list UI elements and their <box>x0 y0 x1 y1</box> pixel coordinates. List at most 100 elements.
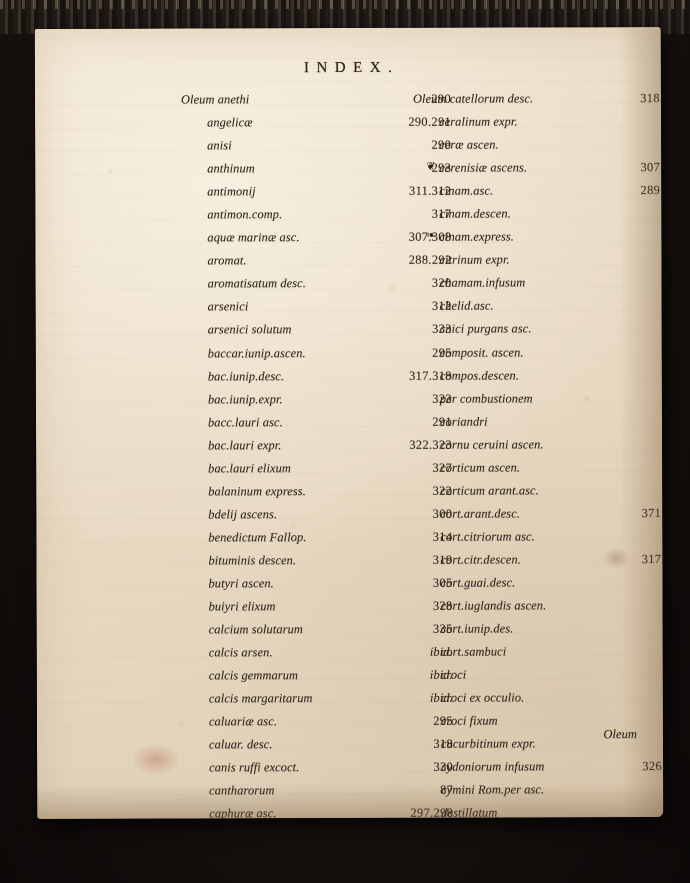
index-entry-label: calcium solutarum <box>208 622 303 637</box>
index-entry-page-number: ibid. <box>662 640 663 663</box>
index-entry-label: cort.citr.descen. <box>440 552 521 567</box>
catchword: Oleum <box>603 727 638 742</box>
index-entry-label: croci ex occulio. <box>440 690 525 705</box>
index-entry: per combustionem333 <box>414 387 663 411</box>
index-entry-label: cort.iunip.des. <box>440 621 514 636</box>
index-entry-page-number: 289.292 <box>640 183 664 198</box>
index-entry-label: buiyri elixum <box>208 599 276 614</box>
index-entry-page-number: 307.308 <box>640 160 664 175</box>
index-entry-label: cort.sambuci <box>440 644 507 659</box>
index-entry-label: angelicæ <box>207 115 253 130</box>
index-entry: aquæ marinæ asc. 307.308 <box>181 226 451 250</box>
index-entry-page-number: ibid. <box>661 479 663 502</box>
index-entry: aromatisatum desc. 320 <box>182 272 452 296</box>
index-entry: cinam.asc. 289.292 <box>413 179 663 203</box>
index-entry-label: benedictum Fallop. <box>208 530 307 545</box>
index-entry: ❦ cerenisiæ ascens. 307.308 <box>413 156 663 180</box>
index-entry: benedictum Fallop. 314 <box>182 526 452 550</box>
index-entry-label: anisi <box>207 138 232 153</box>
index-entry-label: calcis arsen. <box>208 645 273 660</box>
index-entry: cymini Rom.per asc.291 <box>415 778 663 802</box>
index-entry-label: bdelij ascens. <box>208 507 278 522</box>
index-entry: chelid.asc.304 <box>414 294 664 318</box>
index-entry: cantharorum 87 <box>183 779 453 803</box>
index-entry-label: cort.citriorum asc. <box>440 529 535 544</box>
index-entry: compos.descen.320 <box>414 364 663 388</box>
index-entry: cinam.descen.318 <box>413 202 663 226</box>
index-entry: cort.guai.desc.317 <box>414 571 663 595</box>
index-entry: cort.citriorum asc.294 <box>414 525 663 549</box>
index-entry-label: bac.iunip.desc. <box>207 368 285 384</box>
index-entry-page-number: 317.318 <box>641 551 664 567</box>
type-block: INDEX. Oleum anethi 290 angelicæ 290.291 ani… <box>35 27 663 819</box>
index-entry: ceralinum expr.322 <box>413 110 663 134</box>
index-entry-label: antimon.comp. <box>207 207 283 222</box>
manuscript-page: INDEX. Oleum anethi 290 angelicæ 290.291 ani… <box>34 27 664 819</box>
index-entry-label: calcis gemmarum <box>208 668 299 683</box>
index-entry-label: cinam.descen. <box>439 206 511 221</box>
index-entry-label: citrinum expr. <box>439 252 510 268</box>
index-entry-label: bac.iunip.expr. <box>207 391 283 407</box>
index-entry: butyri ascen. 305 <box>182 572 452 596</box>
index-entry: baccar.iunip.ascen. 295 <box>182 341 452 365</box>
index-entry-label: Oleum catellorum desc. <box>412 91 534 106</box>
index-entry-label: cydoniorum infusum <box>441 759 545 775</box>
index-entry: composit. ascen.313 <box>414 340 663 364</box>
index-entry: destillatum287 <box>415 801 663 819</box>
index-entry: anisi 290 <box>181 134 451 158</box>
index-entry: ceræ ascen.303 <box>413 133 663 157</box>
index-entry: cydoniorum infusum 326.329 <box>415 755 663 779</box>
index-entry-label: Oleum anethi <box>180 92 250 107</box>
index-entry: Oleum anethi 290 <box>181 88 451 112</box>
index-entry-label: arsenici <box>207 299 249 314</box>
index-entry-label: cantharorum <box>209 783 275 798</box>
index-entry-label: bac.lauri elixum <box>208 460 291 476</box>
index-entry: buiyri elixum 328 <box>183 595 453 619</box>
index-entry: bituminis descen. 319 <box>182 549 452 573</box>
index-entry-label: bacc.lauri asc. <box>207 414 283 430</box>
index-entry-label: chamam.infusum <box>439 275 526 291</box>
index-entry: bacc.lauri asc. 291 <box>182 410 452 434</box>
index-entry-label: cinam.express. <box>439 229 515 244</box>
index-entry-label: cerenisiæ ascens. <box>439 160 528 175</box>
index-entry-label: cort.guai.desc. <box>440 575 516 590</box>
index-entry-label: cinam.asc. <box>439 183 494 198</box>
index-entry-label: caphuræ asc. <box>209 806 277 819</box>
index-entry-label: aromat. <box>207 253 247 268</box>
index-entry-label: bac.lauri expr. <box>208 437 282 453</box>
index-entry-label: cornu ceruini ascen. <box>440 437 544 452</box>
index-entry: corticum ascen.294 <box>414 456 663 480</box>
index-entry-label: anthinum <box>207 161 255 176</box>
index-entry: aromat. 288.292 <box>181 249 451 273</box>
index-entry-label: calcis margaritarum <box>208 691 313 706</box>
index-entry: anthinum 293 <box>181 157 451 181</box>
index-entry-label: caluar. desc. <box>208 737 273 752</box>
index-entry-label: composit. ascen. <box>439 344 524 360</box>
index-entry: citrinum expr.322 <box>413 248 663 272</box>
index-entry-page-number: 371.318 <box>641 505 664 520</box>
index-entry-label: canis ruffi excoct. <box>209 760 300 775</box>
index-entry: antimon.comp. 317 <box>181 203 451 227</box>
index-entry-label: cort.iuglandis ascen. <box>440 598 547 613</box>
index-entry-label: baccar.iunip.ascen. <box>207 345 306 360</box>
index-entry-label: cort.arant.desc. <box>440 506 521 521</box>
index-entry: arsenici 312 <box>182 295 452 319</box>
index-entry: cort.sambuci ibid. <box>415 640 664 664</box>
index-entry: caluariæ asc. 295 <box>183 710 453 734</box>
index-entry-page-number: 326.329 <box>642 759 664 774</box>
index-entry-label: balaninum express. <box>208 483 306 499</box>
index-entry-label: cucurbitinum expr. <box>440 736 536 752</box>
index-entry: calcis gemmarum ibid. <box>183 664 453 688</box>
index-entry: croci ex occulio.325 <box>415 686 663 710</box>
index-entry-label: ceralinum expr. <box>439 114 518 129</box>
index-entry-label: bituminis descen. <box>208 553 297 568</box>
index-entry: calcium solutarum 335 <box>183 618 453 642</box>
index-entry-label: chelid.asc. <box>439 298 494 314</box>
index-entry-label: croci <box>440 667 467 682</box>
index-entry: cornu ceruini ascen.296 <box>414 433 663 457</box>
index-entry-label: compos.descen. <box>439 368 520 383</box>
index-column-right: Oleum catellorum desc. 318.319 ceralinum e… <box>413 87 663 819</box>
index-entry-label: caluariæ asc. <box>208 714 278 729</box>
